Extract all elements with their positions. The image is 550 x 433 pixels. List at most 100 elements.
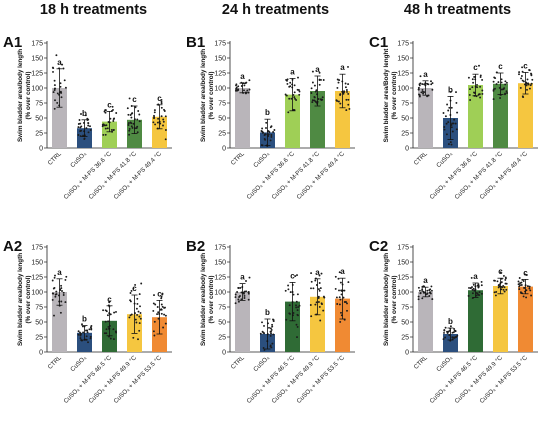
data-point [234, 296, 237, 299]
panel-label: B2 [186, 238, 205, 255]
data-point [107, 320, 110, 323]
data-point [525, 296, 528, 299]
data-point [272, 319, 275, 321]
x-category-label: CuSO₄ [435, 150, 454, 169]
data-point [111, 105, 114, 108]
data-point [51, 298, 54, 301]
data-point [421, 83, 424, 86]
data-point [311, 101, 314, 104]
data-point [53, 84, 56, 87]
data-point [445, 133, 448, 136]
data-point [421, 289, 424, 292]
column-title-24h: 24 h treatments [221, 2, 330, 18]
data-point [456, 334, 459, 337]
data-point [319, 319, 322, 322]
data-point [89, 335, 92, 338]
y-tick-label: 50 [218, 115, 226, 122]
data-point [426, 95, 429, 98]
data-point [112, 328, 115, 331]
data-point [59, 90, 62, 93]
data-point [285, 78, 288, 81]
y-tick-label: 100 [214, 85, 226, 92]
data-point [269, 334, 272, 337]
data-point [60, 284, 63, 287]
data-point [288, 85, 291, 88]
y-tick-label: 175 [31, 244, 43, 251]
data-point [298, 93, 301, 96]
x-category-label: CuSO₄ + M-PS 49.4 °C [295, 150, 346, 201]
data-point [448, 334, 451, 336]
data-point [450, 106, 453, 109]
data-point [154, 123, 157, 126]
column-title-48h: 48 h treatments [403, 2, 512, 18]
x-category-label: CuSO₄ + M-PS 46.5 °C [245, 354, 296, 405]
data-point [139, 317, 142, 320]
data-point [161, 293, 164, 296]
data-point [518, 285, 521, 288]
bar [493, 83, 508, 148]
data-point [521, 66, 524, 69]
data-point [55, 54, 58, 57]
data-point [417, 86, 420, 89]
data-point [134, 283, 137, 286]
data-point [338, 271, 341, 274]
bar [52, 292, 67, 352]
data-point [518, 71, 521, 74]
x-category-label: CuSO₄ [69, 354, 88, 373]
data-point [418, 93, 420, 96]
data-point [112, 108, 114, 111]
data-point [479, 74, 482, 77]
data-point [245, 290, 248, 293]
data-point [447, 143, 450, 146]
data-point [87, 118, 90, 121]
data-point [500, 78, 503, 81]
data-point [153, 334, 156, 337]
data-point [481, 92, 484, 95]
bar [310, 296, 325, 352]
data-point [247, 292, 250, 295]
y-tick-label: 150 [31, 259, 43, 266]
significance-letter: b [265, 308, 270, 317]
data-point [525, 82, 528, 85]
data-point [340, 293, 343, 296]
data-point [320, 78, 322, 81]
data-point [528, 87, 531, 90]
data-point [517, 283, 520, 286]
data-point [296, 293, 299, 296]
y-tick-label: 150 [214, 259, 226, 266]
y-tick-label: 25 [401, 130, 409, 137]
x-category-label: CTRL [47, 354, 64, 371]
data-point [77, 330, 80, 333]
data-point [294, 97, 296, 100]
data-point [134, 106, 137, 109]
data-point [247, 298, 250, 301]
panel-label: B1 [186, 34, 205, 51]
x-category-label: CuSO₄ + M-PS 49.4 °C [112, 150, 163, 201]
bar [285, 301, 300, 352]
data-point [479, 85, 482, 88]
data-point [430, 83, 433, 86]
x-category-label: CuSO₄ [252, 150, 271, 169]
data-point [78, 119, 81, 121]
significance-letter: b [265, 108, 270, 117]
data-point [237, 286, 240, 289]
y-axis-label-line1: Swim bladder area/body length [200, 253, 207, 346]
data-point [135, 307, 138, 310]
data-point [289, 81, 292, 84]
data-point [310, 280, 313, 283]
data-point [503, 290, 506, 293]
data-point [86, 331, 89, 334]
y-tick-label: 50 [35, 319, 43, 326]
data-point [154, 303, 157, 306]
data-point [448, 106, 451, 109]
data-point [132, 287, 135, 290]
data-point [79, 130, 82, 133]
data-point [293, 96, 296, 99]
data-point [476, 284, 479, 287]
significance-letter: b [448, 85, 453, 94]
data-point [259, 332, 262, 335]
data-point [285, 94, 288, 97]
x-category-label: CuSO₄ + M-PS 46.5 °C [62, 354, 113, 405]
data-point [269, 139, 272, 142]
data-point [339, 102, 342, 105]
